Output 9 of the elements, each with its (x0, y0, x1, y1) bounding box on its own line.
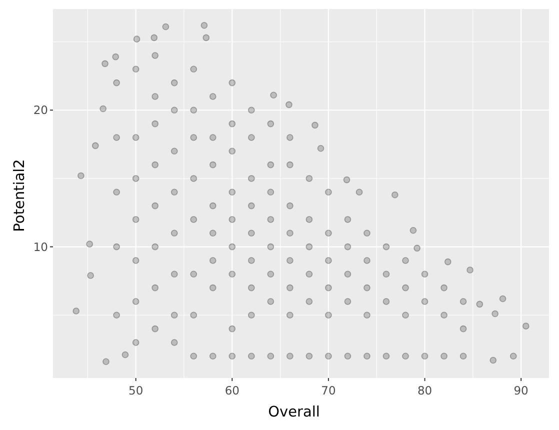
x-tick-label: 80 (417, 384, 432, 398)
x-tick-label: 60 (224, 384, 240, 398)
x-tick-label: 90 (514, 384, 528, 398)
y-axis-title: Potential2 (12, 159, 28, 232)
x-tick-label: 70 (321, 384, 336, 398)
y-tick-label: 20 (33, 103, 48, 118)
x-tick-label: 50 (128, 384, 144, 398)
x-axis-title: Overall (268, 404, 320, 420)
y-tick-label: 10 (33, 240, 48, 254)
